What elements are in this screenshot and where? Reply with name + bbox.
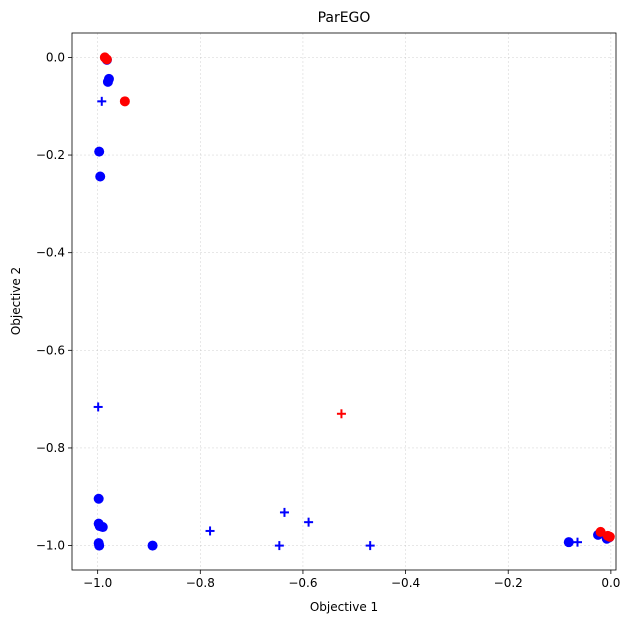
y-tick-label: 0.0 [46, 50, 65, 64]
plus-marker [336, 409, 346, 419]
plus-marker [279, 507, 289, 517]
y-tick-label: −0.4 [36, 246, 65, 260]
plus-marker [365, 541, 375, 551]
scatter-point [147, 540, 158, 551]
scatter-point [93, 493, 104, 504]
scatter-point [94, 540, 105, 551]
plus-marker [97, 96, 107, 106]
x-tick-label: −0.8 [186, 576, 215, 590]
data-points [93, 52, 615, 551]
chart-title: ParEGO [318, 10, 371, 26]
scatter-point [94, 146, 105, 157]
scatter-point [101, 54, 112, 65]
plus-marker [205, 526, 215, 536]
scatter-point [119, 96, 130, 107]
plus-marker [93, 402, 103, 412]
y-tick-label: −0.6 [36, 343, 65, 357]
x-tick-label: −0.4 [391, 576, 420, 590]
y-tick-label: −1.0 [36, 539, 65, 553]
x-axis-label: Objective 1 [310, 600, 378, 614]
y-axis-label: Objective 2 [9, 267, 23, 335]
plot-frame [71, 32, 617, 571]
x-axis-ticks: −1.0 −0.8 −0.6 −0.4 −0.2 0.0 [83, 570, 620, 590]
scatter-point [102, 76, 113, 87]
y-axis-ticks: 0.0 −0.2 −0.4 −0.6 −0.8 −1.0 [36, 50, 72, 553]
scatter-point [563, 537, 574, 548]
y-tick-label: −0.8 [36, 441, 65, 455]
plus-marker [304, 517, 314, 527]
scatter-point [95, 171, 106, 182]
y-tick-label: −0.2 [36, 148, 65, 162]
x-tick-label: −0.6 [288, 576, 317, 590]
plus-marker [274, 541, 284, 551]
x-tick-label: −0.2 [494, 576, 523, 590]
scatter-point [604, 531, 615, 542]
grid-lines [72, 33, 616, 570]
plus-marker [573, 537, 583, 547]
x-tick-label: 0.0 [601, 576, 620, 590]
scatter-point [97, 522, 108, 533]
x-tick-label: −1.0 [83, 576, 112, 590]
